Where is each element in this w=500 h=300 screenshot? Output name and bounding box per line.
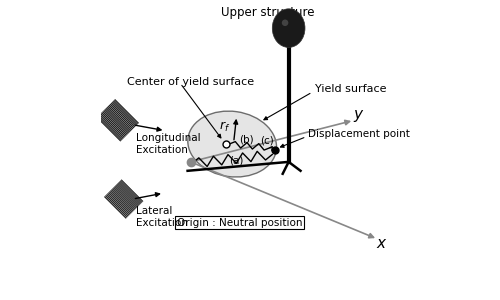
Text: (a): (a) xyxy=(230,155,244,165)
Text: Lateral
Excitation: Lateral Excitation xyxy=(136,206,188,228)
Text: Center of yield surface: Center of yield surface xyxy=(126,76,254,87)
Ellipse shape xyxy=(282,20,288,26)
Text: (b): (b) xyxy=(239,135,254,145)
Text: Yield surface: Yield surface xyxy=(316,84,387,94)
Text: $r_f$: $r_f$ xyxy=(219,120,230,134)
Text: Origin : Neutral position: Origin : Neutral position xyxy=(177,218,302,228)
Text: (c): (c) xyxy=(260,136,274,146)
Text: $y$: $y$ xyxy=(352,108,364,124)
Text: Longitudinal
Excitation: Longitudinal Excitation xyxy=(136,133,200,155)
Text: $x$: $x$ xyxy=(376,236,388,251)
Text: Upper structure: Upper structure xyxy=(221,6,314,19)
Ellipse shape xyxy=(272,9,305,47)
Text: Displacement point: Displacement point xyxy=(308,129,410,139)
Ellipse shape xyxy=(188,111,276,177)
